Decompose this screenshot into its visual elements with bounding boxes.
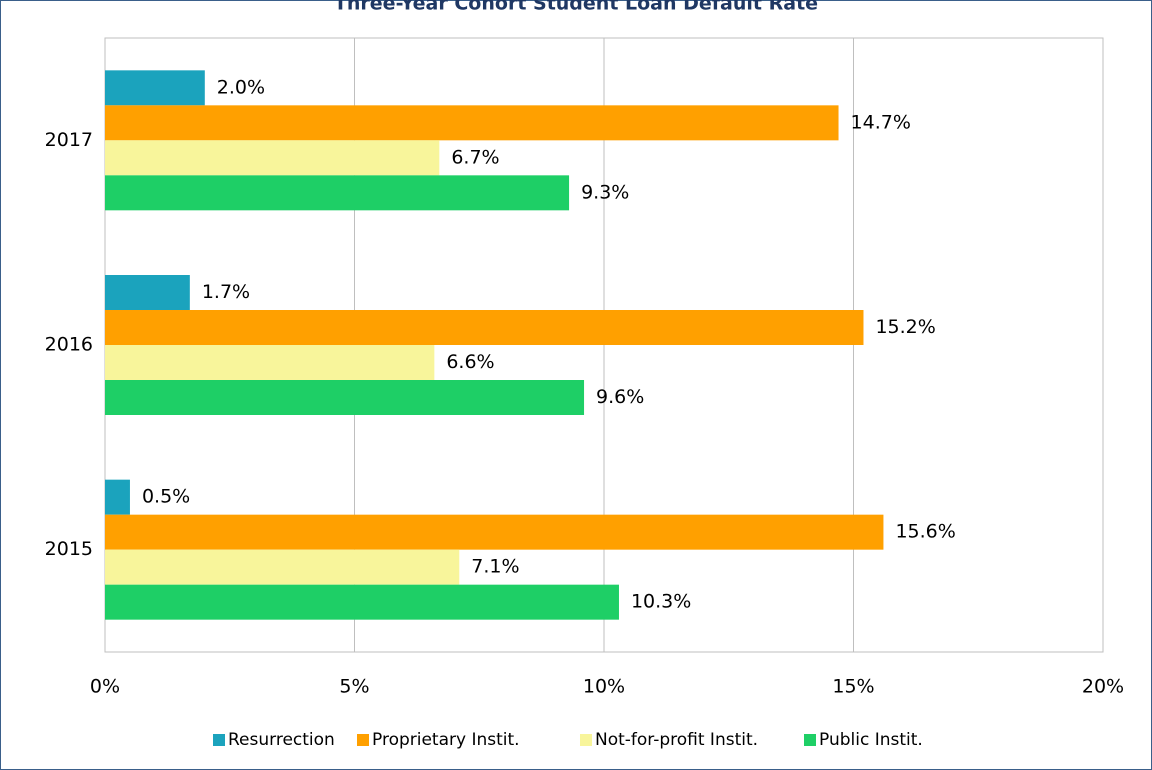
bar bbox=[105, 514, 884, 550]
bar bbox=[105, 275, 190, 310]
bar bbox=[105, 345, 435, 380]
bar bbox=[105, 310, 864, 345]
x-tick-label: 0% bbox=[90, 676, 120, 698]
legend-label: Proprietary Instit. bbox=[372, 730, 520, 750]
legend-swatch bbox=[213, 734, 225, 746]
y-tick-label: 2017 bbox=[45, 129, 93, 151]
bar bbox=[105, 584, 619, 620]
data-label: 0.5% bbox=[142, 486, 190, 508]
bar bbox=[105, 105, 839, 141]
x-tick-label: 5% bbox=[339, 676, 369, 698]
legend-label: Not-for-profit Instit. bbox=[595, 730, 758, 750]
data-label: 1.7% bbox=[202, 281, 250, 303]
data-label: 15.2% bbox=[875, 316, 935, 338]
legend-label: Public Instit. bbox=[819, 730, 923, 750]
x-tick-label: 20% bbox=[1082, 676, 1124, 698]
bar bbox=[105, 140, 440, 176]
data-label: 15.6% bbox=[895, 521, 955, 543]
bar bbox=[105, 380, 585, 415]
bar bbox=[105, 70, 205, 106]
bar bbox=[105, 175, 570, 211]
legend-swatch bbox=[804, 734, 816, 746]
bar bbox=[105, 549, 460, 585]
legend-label: Resurrection bbox=[228, 730, 335, 750]
x-tick-label: 10% bbox=[583, 676, 625, 698]
chart-title: Three-Year Cohort Student Loan Default R… bbox=[334, 0, 818, 15]
bar bbox=[105, 479, 130, 515]
y-tick-label: 2016 bbox=[45, 334, 93, 356]
data-label: 10.3% bbox=[631, 591, 691, 613]
data-label: 14.7% bbox=[851, 111, 911, 133]
y-tick-label: 2015 bbox=[45, 538, 93, 560]
data-label: 6.6% bbox=[446, 351, 494, 373]
data-label: 2.0% bbox=[217, 76, 265, 98]
legend-swatch bbox=[580, 734, 592, 746]
legend-swatch bbox=[357, 734, 369, 746]
data-label: 6.7% bbox=[451, 146, 499, 168]
x-tick-label: 15% bbox=[832, 676, 874, 698]
data-label: 9.6% bbox=[596, 386, 644, 408]
data-label: 7.1% bbox=[471, 556, 519, 578]
data-label: 9.3% bbox=[581, 181, 629, 203]
